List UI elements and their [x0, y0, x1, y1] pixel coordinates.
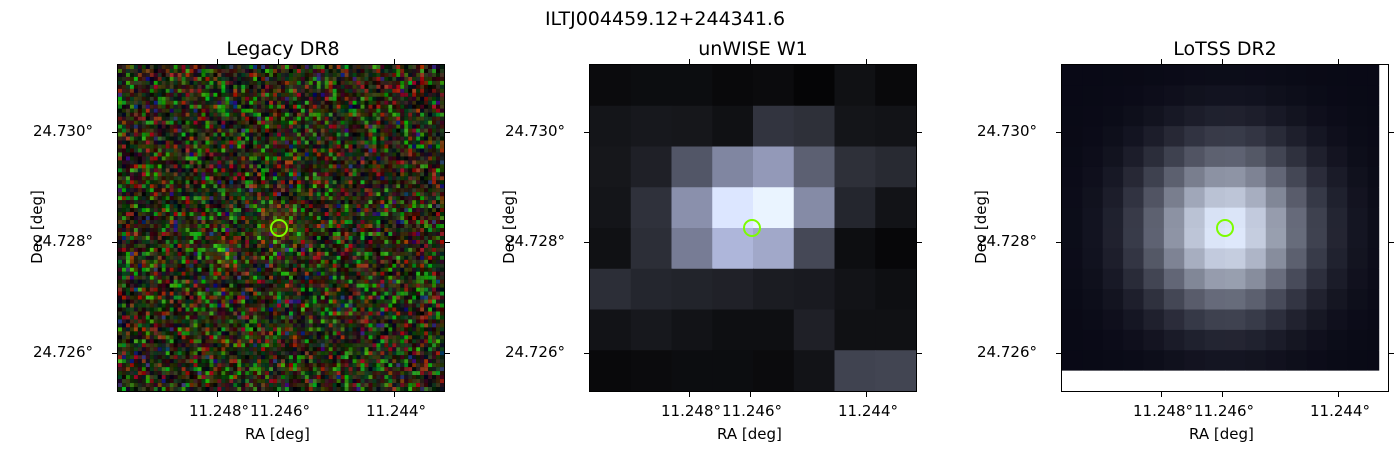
x-tick-mark [394, 392, 395, 397]
y-tick-label: 24.728° [977, 232, 1037, 250]
y-axis-label: Dec [deg] [500, 190, 518, 264]
lotss-image [1061, 64, 1389, 392]
y-tick-mark [584, 242, 589, 243]
y-tick-mark [1056, 242, 1061, 243]
y-tick-mark-right [917, 242, 922, 243]
x-axis-label: RA [deg] [245, 425, 310, 443]
x-tick-mark [750, 392, 751, 397]
y-axis-label: Dec [deg] [28, 190, 46, 264]
y-axis-label: Dec [deg] [972, 190, 990, 264]
y-tick-label: 24.730° [505, 122, 565, 140]
x-tick-label: 11.248° [1133, 402, 1193, 420]
unwise-cutout [590, 65, 916, 391]
y-tick-mark [584, 132, 589, 133]
y-tick-mark-right [445, 353, 450, 354]
y-tick-mark-right [1389, 132, 1394, 133]
x-tick-mark [689, 392, 690, 397]
x-tick-label: 11.246° [1194, 402, 1254, 420]
panel-title-legacy: Legacy DR8 [226, 38, 340, 60]
y-tick-mark-right [917, 132, 922, 133]
legacy-cutout [118, 65, 444, 391]
y-tick-label: 24.726° [33, 343, 93, 361]
x-tick-mark [866, 392, 867, 397]
y-tick-label: 24.728° [33, 232, 93, 250]
y-tick-mark [112, 353, 117, 354]
y-tick-label: 24.726° [977, 343, 1037, 361]
y-tick-mark [584, 353, 589, 354]
x-tick-label: 11.244° [366, 402, 426, 420]
figure-title: ILTJ004459.12+244341.6 [544, 8, 786, 30]
x-tick-mark-top [278, 59, 279, 64]
x-tick-mark-top [1222, 59, 1223, 64]
source-marker-circle [743, 219, 761, 237]
y-tick-mark-right [1389, 242, 1394, 243]
x-tick-label: 11.248° [189, 402, 249, 420]
y-tick-label: 24.728° [505, 232, 565, 250]
unwise-image [589, 64, 917, 392]
lotss-cutout [1062, 65, 1388, 391]
legacy-image [117, 64, 445, 392]
panel-title-unwise: unWISE W1 [698, 38, 808, 60]
x-tick-mark [217, 392, 218, 397]
x-tick-mark [1161, 392, 1162, 397]
x-tick-label: 11.248° [661, 402, 721, 420]
x-tick-label: 11.244° [1310, 402, 1370, 420]
panel-title-lotss: LoTSS DR2 [1173, 38, 1277, 60]
x-tick-mark-top [217, 59, 218, 64]
x-tick-mark [1338, 392, 1339, 397]
source-marker-circle [1216, 219, 1234, 237]
y-tick-label: 24.730° [33, 122, 93, 140]
x-tick-mark-top [750, 59, 751, 64]
x-tick-label: 11.246° [722, 402, 782, 420]
x-axis-label: RA [deg] [717, 425, 782, 443]
x-tick-mark-top [394, 59, 395, 64]
x-tick-label: 11.244° [838, 402, 898, 420]
y-tick-mark [1056, 132, 1061, 133]
x-tick-mark-top [866, 59, 867, 64]
y-tick-mark-right [445, 132, 450, 133]
y-tick-mark-right [917, 353, 922, 354]
x-tick-mark-top [1338, 59, 1339, 64]
x-tick-mark-top [689, 59, 690, 64]
y-tick-mark-right [445, 242, 450, 243]
y-tick-mark [112, 132, 117, 133]
y-tick-label: 24.730° [977, 122, 1037, 140]
x-tick-mark [1222, 392, 1223, 397]
x-tick-mark-top [1161, 59, 1162, 64]
y-tick-label: 24.726° [505, 343, 565, 361]
y-tick-mark [1056, 353, 1061, 354]
y-tick-mark [112, 242, 117, 243]
x-axis-label: RA [deg] [1189, 425, 1254, 443]
source-marker-circle [270, 219, 288, 237]
x-tick-mark [278, 392, 279, 397]
y-tick-mark-right [1389, 353, 1394, 354]
x-tick-label: 11.246° [250, 402, 310, 420]
